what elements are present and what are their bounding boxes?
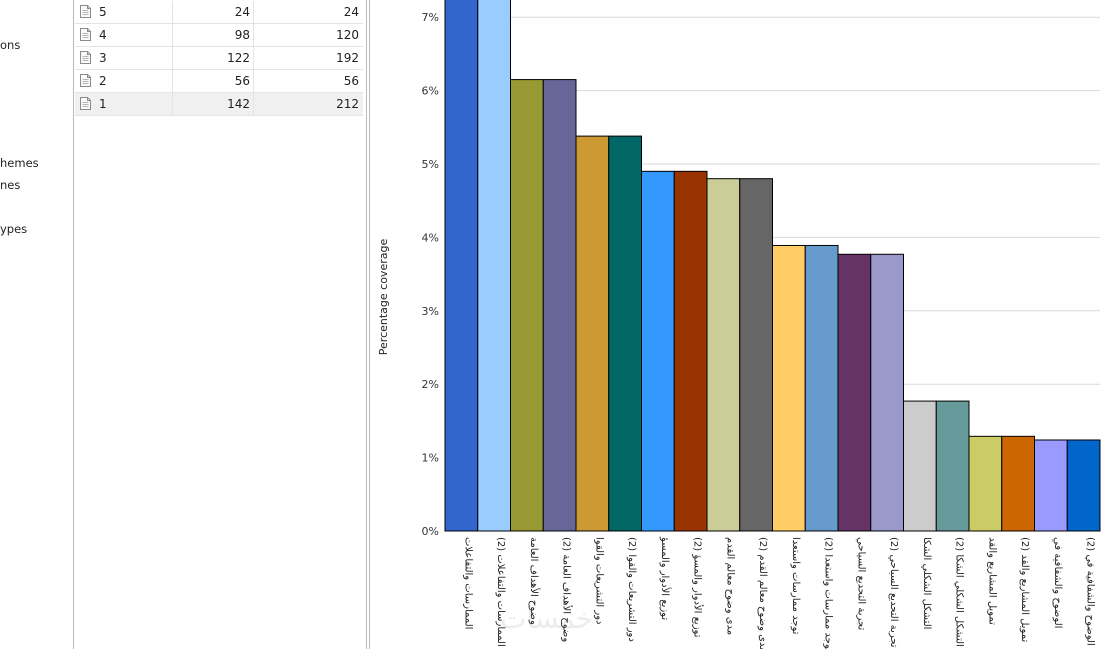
- x-tick-label: (2) تجربة التحديع السياحي: [888, 537, 899, 648]
- bar: [1066, 439, 1101, 532]
- x-tick-label: مدى وضوح معالم القدم: [724, 537, 735, 635]
- bar: [477, 0, 511, 532]
- table-row[interactable]: 2 56 56: [75, 70, 363, 93]
- bar: [510, 79, 544, 532]
- row-col1: 98: [173, 24, 254, 46]
- bar: [444, 0, 479, 532]
- x-tick-label: وضوح الأهداف العامة: [528, 537, 541, 625]
- row-col2: 212: [336, 97, 359, 111]
- bar: [968, 435, 1003, 532]
- row-name-cell: 2: [75, 70, 173, 92]
- bar: [706, 178, 741, 532]
- bar: [575, 135, 610, 532]
- y-tick-label: 7%: [422, 11, 439, 24]
- x-tick-label: التشكل الشكلي الشكا: [921, 537, 932, 629]
- table-row[interactable]: 5 24 24: [75, 1, 363, 24]
- x-tick-label: (2) دور التشريعات والقوا: [626, 537, 637, 642]
- table-row[interactable]: 1 142 212: [75, 93, 363, 116]
- x-tick-label: تجربة التحديع السياحي: [855, 537, 866, 630]
- x-tick-label: (2) تمويل المشاريع والقد: [1019, 537, 1030, 642]
- bar: [837, 253, 872, 532]
- document-icon: [80, 5, 91, 18]
- pane-divider-right-edge: [369, 0, 370, 649]
- bar: [772, 244, 806, 532]
- document-icon: [80, 74, 91, 87]
- bar: [1034, 439, 1068, 532]
- table-row[interactable]: 4 98 120: [75, 24, 363, 47]
- x-tick-label: (2) التشكل الشكلي الشكا: [954, 537, 965, 647]
- bar: [870, 253, 904, 532]
- x-tick-label: (2) وضوح الأهداف العامة: [561, 537, 574, 642]
- y-tick-label: 3%: [422, 305, 439, 318]
- y-tick-label: 6%: [422, 85, 439, 98]
- row-col1: 122: [173, 47, 254, 69]
- row-name-cell: 4: [75, 24, 173, 46]
- y-tick-label: 5%: [422, 158, 439, 171]
- watermark: خمسات: [500, 602, 594, 635]
- row-name: 3: [99, 51, 107, 65]
- nav-item-ypes[interactable]: ypes: [0, 222, 28, 236]
- list-pane: 5 24 24 4 98 120 3 122 192 2 56 56 1 142: [75, 0, 365, 649]
- table-row[interactable]: 3 122 192: [75, 47, 363, 70]
- bar: [673, 170, 708, 532]
- nav-item-nes[interactable]: nes: [0, 178, 21, 192]
- bar: [542, 79, 577, 532]
- document-icon: [80, 97, 91, 110]
- row-col2: 24: [343, 5, 359, 19]
- bar: [935, 400, 970, 532]
- chart-pane: 0% 1% 2% 3% 4% 5% 6% 7% Percentage coverage المما…: [370, 0, 1114, 649]
- x-tick-label: توجد ممارسات واستعدا: [790, 537, 801, 635]
- row-col2: 56: [343, 74, 359, 88]
- x-tick-label: توزيع الأدوار والمسؤ: [659, 536, 672, 620]
- row-name-cell: 5: [75, 1, 173, 23]
- nav-item-ons[interactable]: ons: [0, 38, 21, 52]
- y-tick-label: 4%: [422, 231, 439, 244]
- x-tick-label: دور التشريعات والقوا: [593, 537, 604, 624]
- x-tick-label: تمويل المشاريع والقد: [986, 537, 997, 625]
- bar-chart: 0% 1% 2% 3% 4% 5% 6% 7% Percentage coverage المما…: [377, 0, 1101, 649]
- x-tick-label: الوضوح والشفافية في: [1052, 537, 1063, 628]
- document-icon: [80, 28, 91, 41]
- row-name: 2: [99, 74, 107, 88]
- x-tick-label: الممارسات والتفاعلات: [462, 537, 473, 629]
- row-col1: 24: [173, 1, 254, 23]
- bar: [641, 170, 675, 532]
- y-tick-label: 2%: [422, 378, 439, 391]
- document-icon: [80, 51, 91, 64]
- pane-divider-right[interactable]: [366, 0, 367, 649]
- x-tick-label: (2) مدى وضوح معالم القدم: [757, 537, 768, 649]
- bar: [608, 135, 642, 532]
- row-col2: 120: [336, 28, 359, 42]
- y-axis-title: Percentage coverage: [377, 239, 390, 356]
- x-tick-label: (2) الممارسات والتفاعلات: [495, 537, 506, 647]
- bar: [903, 400, 937, 532]
- row-col2: 192: [336, 51, 359, 65]
- row-name-cell: 3: [75, 47, 173, 69]
- row-col1: 142: [173, 93, 254, 115]
- x-tick-label: (2) توجد ممارسات واستعدا: [823, 537, 834, 649]
- x-tick-label: (2) الوضوح والشفافية في: [1085, 537, 1096, 646]
- y-tick-label: 0%: [422, 525, 439, 538]
- bar: [1001, 435, 1035, 532]
- pane-divider-left[interactable]: [73, 0, 74, 649]
- navigation-pane: ons hemes nes ypes: [0, 0, 73, 649]
- row-col1: 56: [173, 70, 254, 92]
- row-name: 1: [99, 97, 107, 111]
- row-name: 5: [99, 5, 107, 19]
- x-tick-label: (2) توزيع الأدوار والمسؤ: [692, 537, 705, 638]
- nav-item-hemes[interactable]: hemes: [0, 156, 39, 170]
- bar: [739, 178, 773, 532]
- y-tick-label: 1%: [422, 452, 439, 465]
- row-name-cell: 1: [75, 93, 173, 115]
- row-name: 4: [99, 28, 107, 42]
- bar: [804, 244, 839, 532]
